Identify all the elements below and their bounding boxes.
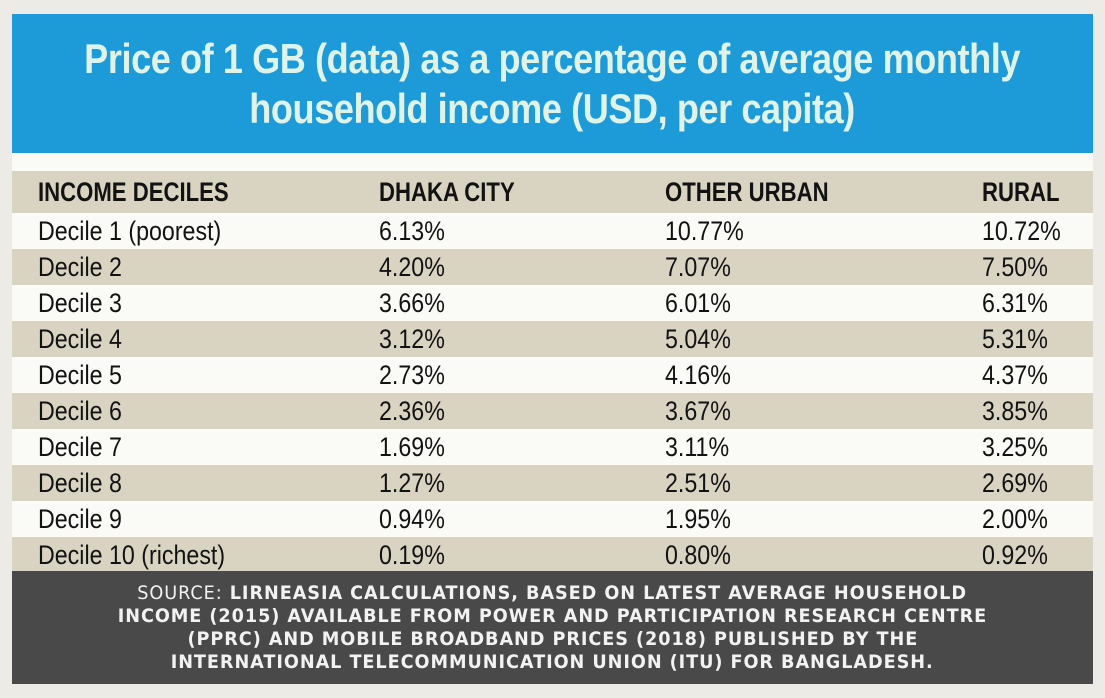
- header-income-deciles: INCOME DECILES: [38, 176, 229, 207]
- decile-label: Decile 6: [38, 395, 122, 426]
- table-row: Decile 10 (richest) 0.19% 0.80% 0.92%: [12, 537, 1093, 573]
- source-text-1: LIRNEASIA CALCULATIONS, BASED ON LATEST …: [230, 581, 968, 604]
- rural-value: 3.85%: [982, 395, 1048, 426]
- table-row: Decile 6 2.36% 3.67% 3.85%: [12, 393, 1093, 429]
- decile-label: Decile 7: [38, 431, 122, 462]
- rural-value: 3.25%: [982, 431, 1048, 462]
- source-line-2: INCOME (2015) AVAILABLE FROM POWER AND P…: [117, 604, 988, 627]
- rural-value: 5.31%: [982, 323, 1048, 354]
- table-header-row: INCOME DECILES DHAKA CITY OTHER URBAN RU…: [12, 171, 1093, 213]
- dhaka-city-value: 0.19%: [379, 539, 445, 570]
- table-row: Decile 2 4.20% 7.07% 7.50%: [12, 249, 1093, 285]
- dhaka-city-value: 1.69%: [379, 431, 445, 462]
- source-line-3: (PPRC) AND MOBILE BROADBAND PRICES (2018…: [187, 627, 918, 650]
- dhaka-city-value: 4.20%: [379, 251, 445, 282]
- other-urban-value: 3.67%: [665, 395, 731, 426]
- title-line-1: Price of 1 GB (data) as a percentage of …: [84, 34, 1021, 82]
- table-row: Decile 9 0.94% 1.95% 2.00%: [12, 501, 1093, 537]
- header-other-urban: OTHER URBAN: [665, 176, 829, 207]
- table-row: Decile 5 2.73% 4.16% 4.37%: [12, 357, 1093, 393]
- decile-label: Decile 5: [38, 359, 122, 390]
- source-line-1: SOURCE: LIRNEASIA CALCULATIONS, BASED ON…: [138, 582, 968, 605]
- other-urban-value: 0.80%: [665, 539, 731, 570]
- header-rural: RURAL: [982, 176, 1060, 207]
- table-row: Decile 3 3.66% 6.01% 6.31%: [12, 285, 1093, 321]
- other-urban-value: 6.01%: [665, 287, 731, 318]
- decile-label: Decile 3: [38, 287, 122, 318]
- title-banner: Price of 1 GB (data) as a percentage of …: [12, 14, 1093, 153]
- table-row: Decile 7 1.69% 3.11% 3.25%: [12, 429, 1093, 465]
- table-row: Decile 1 (poorest) 6.13% 10.77% 10.72%: [12, 213, 1093, 249]
- rural-value: 10.72%: [982, 215, 1061, 246]
- source-line-4: INTERNATIONAL TELECOMMUNICATION UNION (I…: [171, 650, 934, 673]
- decile-label: Decile 8: [38, 467, 122, 498]
- infographic-card: Price of 1 GB (data) as a percentage of …: [12, 14, 1093, 684]
- rural-value: 2.69%: [982, 467, 1048, 498]
- rural-value: 7.50%: [982, 251, 1048, 282]
- other-urban-value: 4.16%: [665, 359, 731, 390]
- dhaka-city-value: 0.94%: [379, 503, 445, 534]
- other-urban-value: 10.77%: [665, 215, 744, 246]
- table-row: Decile 8 1.27% 2.51% 2.69%: [12, 465, 1093, 501]
- decile-label: Decile 4: [38, 323, 122, 354]
- decile-label: Decile 10 (richest): [38, 539, 226, 570]
- dhaka-city-value: 6.13%: [379, 215, 445, 246]
- dhaka-city-value: 2.73%: [379, 359, 445, 390]
- price-table: INCOME DECILES DHAKA CITY OTHER URBAN RU…: [12, 171, 1093, 573]
- dhaka-city-value: 1.27%: [379, 467, 445, 498]
- other-urban-value: 3.11%: [665, 431, 730, 462]
- table-row: Decile 4 3.12% 5.04% 5.31%: [12, 321, 1093, 357]
- rural-value: 0.92%: [982, 539, 1048, 570]
- decile-label: Decile 9: [38, 503, 122, 534]
- source-footer: SOURCE: LIRNEASIA CALCULATIONS, BASED ON…: [12, 571, 1093, 684]
- other-urban-value: 2.51%: [665, 467, 731, 498]
- decile-label: Decile 1 (poorest): [38, 215, 222, 246]
- other-urban-value: 5.04%: [665, 323, 731, 354]
- other-urban-value: 1.95%: [665, 503, 731, 534]
- title-line-2: household income (USD, per capita): [249, 84, 856, 132]
- other-urban-value: 7.07%: [665, 251, 731, 282]
- header-dhaka-city: DHAKA CITY: [379, 176, 515, 207]
- source-label: SOURCE:: [137, 581, 224, 604]
- dhaka-city-value: 2.36%: [379, 395, 445, 426]
- decile-label: Decile 2: [38, 251, 122, 282]
- dhaka-city-value: 3.66%: [379, 287, 445, 318]
- dhaka-city-value: 3.12%: [379, 323, 445, 354]
- rural-value: 4.37%: [982, 359, 1048, 390]
- rural-value: 6.31%: [982, 287, 1048, 318]
- rural-value: 2.00%: [982, 503, 1048, 534]
